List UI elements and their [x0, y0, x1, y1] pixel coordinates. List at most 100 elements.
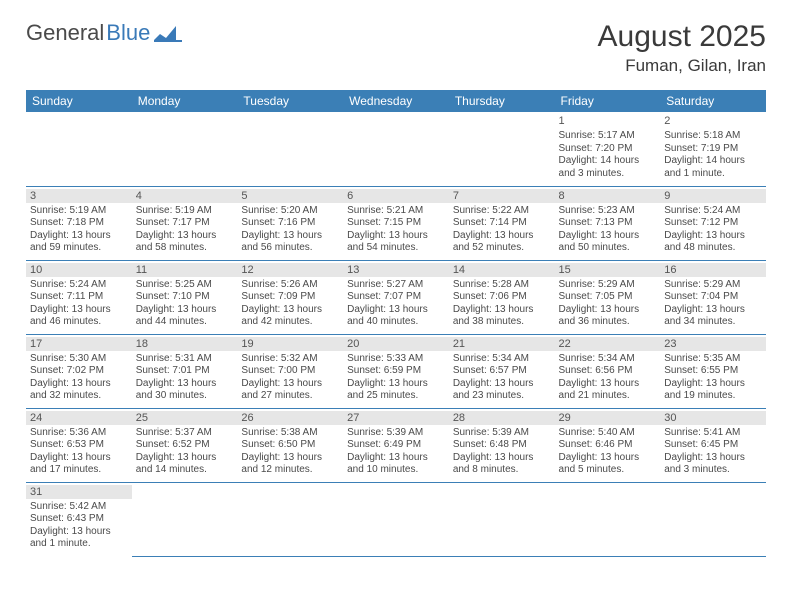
sunrise-text: Sunrise: 5:27 AM — [347, 279, 445, 292]
sunrise-text: Sunrise: 5:38 AM — [241, 427, 339, 440]
calendar-cell: 1Sunrise: 5:17 AMSunset: 7:20 PMDaylight… — [555, 112, 661, 186]
sunset-text: Sunset: 6:45 PM — [664, 439, 762, 452]
calendar-cell: 4Sunrise: 5:19 AMSunset: 7:17 PMDaylight… — [132, 186, 238, 260]
daylight-text: and 17 minutes. — [30, 464, 128, 477]
sunset-text: Sunset: 7:18 PM — [30, 217, 128, 230]
daylight-text: Daylight: 13 hours — [664, 378, 762, 391]
daylight-text: Daylight: 14 hours — [664, 155, 762, 168]
sunset-text: Sunset: 7:15 PM — [347, 217, 445, 230]
day-number: 10 — [26, 263, 132, 277]
daylight-text: and 3 minutes. — [664, 464, 762, 477]
daylight-text: and 54 minutes. — [347, 242, 445, 255]
logo-flag-icon — [154, 24, 184, 42]
day-number: 12 — [237, 263, 343, 277]
title-block: August 2025 Fuman, Gilan, Iran — [598, 20, 766, 76]
daylight-text: and 40 minutes. — [347, 316, 445, 329]
daylight-text: and 38 minutes. — [453, 316, 551, 329]
daylight-text: Daylight: 13 hours — [30, 452, 128, 465]
daylight-text: and 50 minutes. — [559, 242, 657, 255]
sunset-text: Sunset: 7:07 PM — [347, 291, 445, 304]
daylight-text: Daylight: 13 hours — [664, 304, 762, 317]
day-header-row: SundayMondayTuesdayWednesdayThursdayFrid… — [26, 90, 766, 112]
sunrise-text: Sunrise: 5:23 AM — [559, 205, 657, 218]
calendar-cell — [132, 482, 238, 556]
sunset-text: Sunset: 7:13 PM — [559, 217, 657, 230]
sunset-text: Sunset: 7:02 PM — [30, 365, 128, 378]
daylight-text: Daylight: 13 hours — [453, 230, 551, 243]
daylight-text: and 44 minutes. — [136, 316, 234, 329]
calendar-cell: 22Sunrise: 5:34 AMSunset: 6:56 PMDayligh… — [555, 334, 661, 408]
sunrise-text: Sunrise: 5:18 AM — [664, 130, 762, 143]
daylight-text: Daylight: 13 hours — [30, 378, 128, 391]
calendar-cell — [449, 482, 555, 556]
calendar-cell: 5Sunrise: 5:20 AMSunset: 7:16 PMDaylight… — [237, 186, 343, 260]
sunset-text: Sunset: 7:10 PM — [136, 291, 234, 304]
calendar-cell: 27Sunrise: 5:39 AMSunset: 6:49 PMDayligh… — [343, 408, 449, 482]
calendar-cell: 2Sunrise: 5:18 AMSunset: 7:19 PMDaylight… — [660, 112, 766, 186]
sunrise-text: Sunrise: 5:21 AM — [347, 205, 445, 218]
day-header: Tuesday — [237, 90, 343, 112]
logo: GeneralBlue — [26, 20, 184, 46]
sunrise-text: Sunrise: 5:34 AM — [453, 353, 551, 366]
sunrise-text: Sunrise: 5:31 AM — [136, 353, 234, 366]
calendar-cell: 16Sunrise: 5:29 AMSunset: 7:04 PMDayligh… — [660, 260, 766, 334]
day-number: 15 — [555, 263, 661, 277]
calendar-week-row: 1Sunrise: 5:17 AMSunset: 7:20 PMDaylight… — [26, 112, 766, 186]
day-header: Friday — [555, 90, 661, 112]
sunrise-text: Sunrise: 5:42 AM — [30, 501, 128, 514]
calendar-cell: 28Sunrise: 5:39 AMSunset: 6:48 PMDayligh… — [449, 408, 555, 482]
daylight-text: and 1 minute. — [664, 168, 762, 181]
daylight-text: Daylight: 13 hours — [30, 526, 128, 539]
daylight-text: and 1 minute. — [30, 538, 128, 551]
sunrise-text: Sunrise: 5:36 AM — [30, 427, 128, 440]
calendar-cell — [237, 112, 343, 186]
day-number: 11 — [132, 263, 238, 277]
daylight-text: Daylight: 13 hours — [559, 304, 657, 317]
calendar-cell: 31Sunrise: 5:42 AMSunset: 6:43 PMDayligh… — [26, 482, 132, 556]
sunrise-text: Sunrise: 5:39 AM — [347, 427, 445, 440]
sunrise-text: Sunrise: 5:19 AM — [30, 205, 128, 218]
calendar-cell: 6Sunrise: 5:21 AMSunset: 7:15 PMDaylight… — [343, 186, 449, 260]
daylight-text: Daylight: 13 hours — [241, 452, 339, 465]
sunrise-text: Sunrise: 5:40 AM — [559, 427, 657, 440]
sunset-text: Sunset: 6:49 PM — [347, 439, 445, 452]
day-number: 30 — [660, 411, 766, 425]
sunrise-text: Sunrise: 5:28 AM — [453, 279, 551, 292]
calendar-cell — [26, 112, 132, 186]
sunset-text: Sunset: 6:50 PM — [241, 439, 339, 452]
daylight-text: Daylight: 13 hours — [664, 230, 762, 243]
sunset-text: Sunset: 7:05 PM — [559, 291, 657, 304]
daylight-text: and 19 minutes. — [664, 390, 762, 403]
sunrise-text: Sunrise: 5:37 AM — [136, 427, 234, 440]
sunset-text: Sunset: 6:46 PM — [559, 439, 657, 452]
sunset-text: Sunset: 7:14 PM — [453, 217, 551, 230]
daylight-text: and 34 minutes. — [664, 316, 762, 329]
sunrise-text: Sunrise: 5:32 AM — [241, 353, 339, 366]
daylight-text: Daylight: 13 hours — [241, 304, 339, 317]
day-number: 31 — [26, 485, 132, 499]
daylight-text: Daylight: 13 hours — [241, 230, 339, 243]
calendar-week-row: 3Sunrise: 5:19 AMSunset: 7:18 PMDaylight… — [26, 186, 766, 260]
sunset-text: Sunset: 7:06 PM — [453, 291, 551, 304]
daylight-text: and 56 minutes. — [241, 242, 339, 255]
sunrise-text: Sunrise: 5:25 AM — [136, 279, 234, 292]
calendar-cell: 14Sunrise: 5:28 AMSunset: 7:06 PMDayligh… — [449, 260, 555, 334]
day-header: Saturday — [660, 90, 766, 112]
calendar-week-row: 31Sunrise: 5:42 AMSunset: 6:43 PMDayligh… — [26, 482, 766, 556]
daylight-text: and 10 minutes. — [347, 464, 445, 477]
daylight-text: and 46 minutes. — [30, 316, 128, 329]
sunrise-text: Sunrise: 5:20 AM — [241, 205, 339, 218]
daylight-text: Daylight: 13 hours — [559, 378, 657, 391]
day-number: 2 — [660, 114, 766, 128]
daylight-text: and 32 minutes. — [30, 390, 128, 403]
daylight-text: Daylight: 13 hours — [453, 378, 551, 391]
daylight-text: Daylight: 13 hours — [347, 378, 445, 391]
day-number: 5 — [237, 189, 343, 203]
calendar-cell: 12Sunrise: 5:26 AMSunset: 7:09 PMDayligh… — [237, 260, 343, 334]
sunrise-text: Sunrise: 5:24 AM — [30, 279, 128, 292]
sunrise-text: Sunrise: 5:22 AM — [453, 205, 551, 218]
calendar-cell — [555, 482, 661, 556]
calendar-cell — [343, 482, 449, 556]
calendar-cell: 24Sunrise: 5:36 AMSunset: 6:53 PMDayligh… — [26, 408, 132, 482]
calendar-cell: 7Sunrise: 5:22 AMSunset: 7:14 PMDaylight… — [449, 186, 555, 260]
